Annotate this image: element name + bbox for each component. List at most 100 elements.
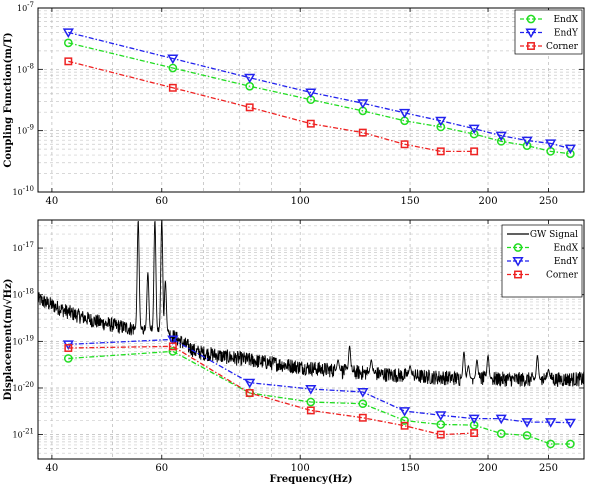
legend-marker-endy (525, 28, 537, 39)
y-tick-label-base: 10 (13, 337, 23, 346)
data-point-endx (522, 141, 532, 150)
data-point-endy (521, 136, 533, 147)
y-tick-label: 10-7 (17, 1, 34, 13)
y-tick-label-base: 10 (17, 65, 27, 74)
y-tick-label-exp: -19 (23, 334, 34, 342)
data-point-corner (470, 147, 479, 156)
data-layer (38, 220, 584, 449)
x-tick-label: 250 (539, 463, 558, 474)
legend: EndX EndY Corner (514, 9, 583, 55)
data-point-endy (545, 418, 557, 428)
y-tick-label: 10-9 (17, 124, 34, 136)
y-tick-label: 10-20 (13, 381, 34, 393)
series-line-endy (68, 338, 571, 424)
legend-marker-endx (526, 14, 536, 24)
data-point-corner (436, 147, 445, 156)
data-point-endx (63, 354, 73, 363)
data-point-endy (244, 378, 256, 389)
data-point-endy (62, 28, 74, 38)
y-tick-label-exp: -20 (23, 381, 34, 389)
legend-label-endx: EndX (553, 244, 578, 254)
y-tick-label-exp: -17 (23, 241, 34, 249)
x-tick-label: 100 (291, 196, 310, 207)
plot-frame (37, 7, 585, 193)
series-line-endx (68, 350, 571, 445)
y-tick-label-exp: -9 (27, 124, 34, 132)
data-point-endy (435, 411, 447, 421)
data-point-endy (435, 116, 447, 127)
y-tick-label: 10-19 (13, 334, 34, 346)
y-tick-label-exp: -21 (23, 428, 34, 436)
x-axis-label: Frequency(Hz) (270, 474, 353, 485)
data-point-endy (564, 144, 576, 155)
legend: GW Signal EndX EndY Corner (501, 224, 583, 298)
data-point-endy (521, 418, 533, 428)
legend-marker-corner (527, 42, 535, 50)
y-tick-label-exp: -18 (23, 288, 34, 296)
data-point-corner (168, 342, 177, 351)
data-point-corner (64, 344, 73, 352)
data-point-corner (245, 103, 254, 112)
data-point-endy (167, 335, 179, 345)
y-tick-label-exp: -7 (27, 1, 34, 9)
data-point-endx (469, 129, 479, 139)
data-point-endy (468, 414, 480, 425)
legend-marker-endx (513, 243, 523, 252)
series-line-corner (68, 60, 475, 153)
y-tick-label-base: 10 (13, 291, 23, 300)
data-point-endx (522, 431, 532, 440)
data-point-endy (495, 414, 507, 425)
x-tick-label: 60 (155, 463, 168, 474)
data-point-endy (244, 73, 256, 84)
y-axis-label: Coupling Function(m/T) (3, 32, 14, 167)
ticks (38, 220, 584, 459)
y-tick-label-base: 10 (17, 127, 27, 136)
data-point-corner (306, 119, 315, 128)
x-tick-label: 40 (46, 463, 59, 474)
data-point-endx (436, 420, 446, 429)
plot-frame (37, 219, 585, 460)
series-line-corner (68, 345, 475, 436)
legend-label-corner: Corner (546, 271, 579, 281)
data-point-endx (306, 397, 316, 407)
data-point-corner (436, 430, 445, 439)
y-tick-label-exp: -8 (27, 62, 34, 70)
x-tick-label: 200 (478, 196, 497, 207)
y-tick-label: 10-21 (13, 428, 34, 440)
data-point-endx (168, 347, 178, 356)
legend-label-corner: Corner (546, 42, 579, 52)
y-tick-label-exp: -10 (23, 185, 34, 193)
data-layer (62, 28, 576, 159)
data-point-endy (167, 54, 179, 65)
x-tick-label: 150 (401, 463, 420, 474)
bottom-panel: 40 60 100 150 200 25010-2110-2010-1910-1810-1… (2, 219, 585, 485)
data-point-corner (245, 389, 254, 397)
x-tick-label: 150 (401, 196, 420, 207)
data-point-endx (566, 149, 575, 159)
x-tick-label: 250 (539, 196, 558, 207)
data-point-endx (358, 399, 368, 409)
legend-label-endy: EndY (554, 29, 579, 39)
data-point-endx (63, 38, 73, 48)
data-point-endx (546, 439, 556, 449)
grid (38, 220, 584, 459)
legend-marker-corner (514, 270, 522, 279)
data-point-endy (305, 88, 317, 99)
data-point-corner (64, 57, 73, 66)
data-point-corner (358, 128, 367, 137)
data-point-endy (468, 124, 480, 135)
legend-label-endx: EndX (553, 15, 578, 25)
data-point-corner (400, 421, 409, 430)
data-point-endx (168, 63, 178, 73)
y-tick-label: 10-8 (17, 62, 34, 74)
data-point-endy (305, 385, 317, 395)
data-point-endy (495, 131, 507, 142)
x-tick-label: 40 (46, 196, 59, 207)
data-point-corner (168, 83, 177, 92)
x-tick-label: 60 (155, 196, 168, 207)
ticks (38, 7, 584, 193)
top-panel: 40 60 100 150 200 25010-1010-910-810-7Couplin… (3, 1, 585, 207)
data-point-corner (358, 413, 367, 422)
grid (38, 8, 584, 192)
